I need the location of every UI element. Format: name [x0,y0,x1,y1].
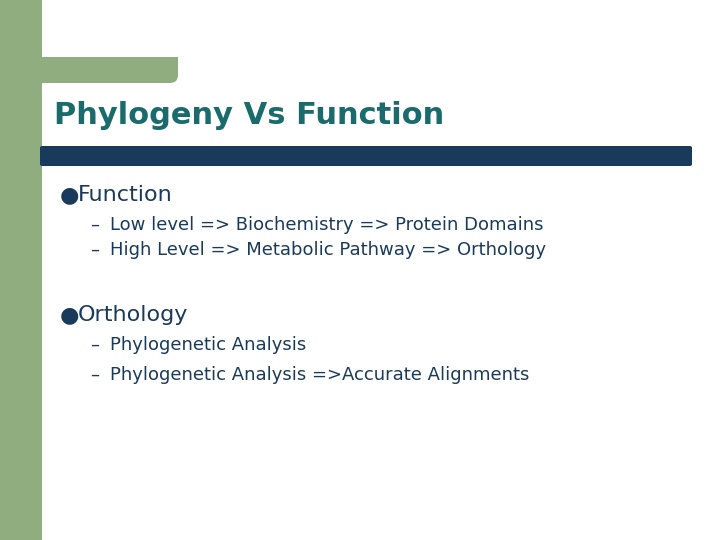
Text: –: – [90,366,99,384]
FancyBboxPatch shape [40,146,692,166]
Text: ●: ● [60,185,79,205]
Text: Phylogeny Vs Function: Phylogeny Vs Function [54,100,444,130]
Text: Phylogenetic Analysis: Phylogenetic Analysis [110,336,306,354]
Text: –: – [90,216,99,234]
Bar [42,0,180,18]
Bar [42,0,720,57]
Text: Function: Function [78,185,173,205]
Text: Orthology: Orthology [78,305,189,325]
Text: ●: ● [60,305,79,325]
Text: High Level => Metabolic Pathway => Orthology: High Level => Metabolic Pathway => Ortho… [110,241,546,259]
Text: –: – [90,336,99,354]
FancyBboxPatch shape [0,0,178,83]
Text: Phylogenetic Analysis =>Accurate Alignments: Phylogenetic Analysis =>Accurate Alignme… [110,366,529,384]
Text: Low level => Biochemistry => Protein Domains: Low level => Biochemistry => Protein Dom… [110,216,544,234]
Bar [0,0,42,540]
Text: –: – [90,241,99,259]
